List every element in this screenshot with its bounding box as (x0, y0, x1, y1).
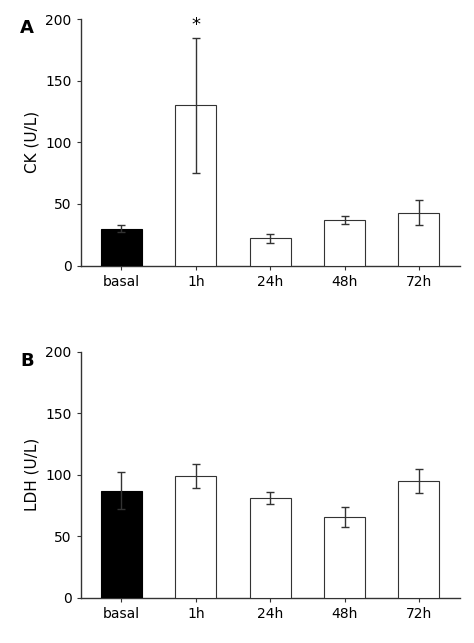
Bar (101, 491, 142, 598)
Text: *: * (191, 16, 201, 34)
Bar (399, 481, 439, 598)
Bar (175, 105, 216, 266)
Bar (324, 220, 365, 266)
Bar (101, 229, 142, 266)
Y-axis label: LDH (U/L): LDH (U/L) (25, 439, 40, 511)
Bar (250, 239, 291, 266)
Text: A: A (20, 19, 34, 37)
Bar (324, 517, 365, 598)
Bar (250, 498, 291, 598)
Bar (175, 476, 216, 598)
Bar (399, 213, 439, 266)
Text: B: B (20, 352, 34, 370)
Y-axis label: CK (U/L): CK (U/L) (25, 111, 40, 174)
